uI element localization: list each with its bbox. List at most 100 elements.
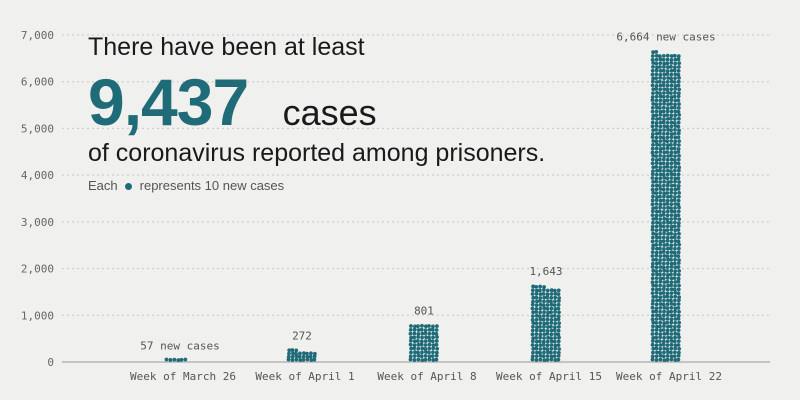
case-dot	[552, 313, 557, 318]
case-dot	[654, 209, 659, 214]
case-dot	[662, 305, 667, 310]
case-dot	[658, 272, 662, 277]
case-dot	[658, 139, 663, 144]
case-dot	[409, 350, 413, 355]
case-dot	[412, 327, 417, 332]
case-dot	[672, 94, 677, 99]
case-dot	[546, 335, 550, 340]
case-dot	[427, 331, 432, 336]
case-dot	[427, 327, 432, 332]
case-dot	[549, 321, 554, 325]
case-dot	[676, 198, 681, 203]
case-dot	[661, 235, 666, 240]
case-dot	[654, 331, 659, 336]
case-dot	[650, 183, 655, 188]
case-dot	[423, 343, 428, 347]
case-dot	[676, 298, 681, 303]
case-dot	[673, 306, 678, 311]
case-dot	[556, 343, 561, 348]
case-dot	[650, 68, 655, 73]
case-dot	[291, 351, 295, 356]
case-dot	[661, 239, 666, 244]
case-dot	[654, 187, 659, 192]
case-dot	[530, 339, 535, 344]
case-dot	[658, 128, 663, 133]
case-dot	[534, 317, 539, 322]
case-dot	[658, 242, 663, 247]
case-dot	[531, 324, 535, 329]
case-dot	[676, 239, 681, 244]
case-dot	[412, 346, 417, 351]
case-dot	[654, 235, 659, 240]
case-dot	[545, 295, 550, 300]
case-dot	[661, 213, 666, 217]
case-dot	[651, 169, 655, 173]
case-dot	[423, 331, 428, 336]
case-dot	[662, 268, 667, 273]
case-dot	[651, 206, 655, 211]
case-dot	[549, 328, 554, 333]
case-dot	[666, 76, 670, 80]
case-dot	[650, 287, 655, 292]
case-dot	[662, 206, 666, 210]
case-dot	[553, 291, 558, 296]
case-dot	[651, 180, 655, 184]
case-dot	[676, 124, 681, 129]
case-dot	[654, 269, 659, 274]
case-dot	[416, 324, 420, 329]
case-dot	[541, 288, 546, 292]
case-dot	[556, 317, 561, 322]
case-dot	[665, 117, 670, 121]
case-dot	[658, 150, 663, 154]
case-dot	[650, 120, 655, 125]
headline: There have been at least 9,437 cases of …	[88, 32, 548, 168]
legend-suffix: represents 10 new cases	[139, 178, 285, 193]
case-dot	[669, 272, 673, 277]
bar	[530, 284, 562, 362]
case-dot	[651, 243, 656, 248]
case-dot	[538, 347, 543, 351]
case-dot	[545, 306, 550, 311]
case-dot	[650, 172, 655, 177]
case-dot	[658, 176, 663, 181]
case-dot	[665, 324, 670, 329]
case-dot	[665, 53, 670, 58]
x-tick-label: Week of April 1	[255, 370, 354, 383]
case-dot	[542, 299, 546, 304]
case-dot	[654, 257, 659, 262]
case-dot	[676, 265, 681, 269]
case-dot	[530, 292, 535, 296]
case-dot	[661, 131, 666, 136]
case-dot	[542, 350, 546, 355]
case-dot	[658, 135, 663, 140]
case-dot	[676, 161, 681, 166]
case-dot	[658, 146, 663, 151]
case-dot	[651, 298, 655, 303]
case-dot	[654, 335, 659, 340]
case-dot	[673, 294, 678, 299]
case-dot	[662, 350, 666, 355]
case-dot	[408, 357, 413, 362]
case-dot	[672, 250, 677, 255]
case-dot	[655, 117, 659, 121]
case-dot	[669, 302, 674, 306]
case-dot	[673, 102, 677, 107]
case-dot	[434, 353, 439, 358]
case-dot	[654, 283, 659, 288]
case-dot	[669, 261, 674, 266]
case-dot	[545, 328, 550, 333]
case-dot	[673, 216, 678, 221]
case-dot	[673, 246, 677, 251]
case-dot	[412, 354, 417, 358]
case-dot	[658, 180, 663, 184]
case-dot	[556, 332, 561, 337]
case-dot	[412, 343, 417, 348]
case-dot	[531, 350, 535, 355]
headline-line3: of coronavirus reported among prisoners.	[88, 139, 546, 167]
case-dot	[531, 321, 536, 325]
case-dot	[654, 127, 659, 132]
case-dot	[537, 288, 542, 293]
case-dot	[665, 135, 670, 140]
case-dot	[650, 280, 655, 285]
case-dot	[669, 116, 673, 121]
